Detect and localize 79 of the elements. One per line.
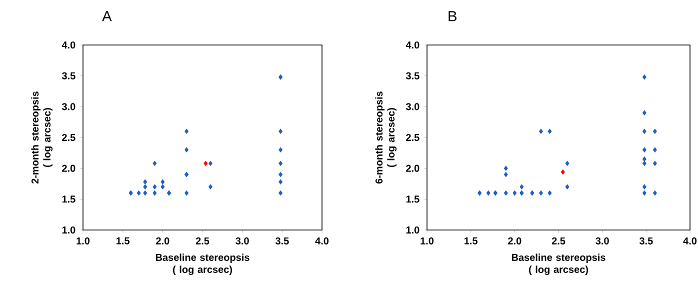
point — [143, 190, 148, 196]
point — [204, 160, 208, 166]
x-tick-label: 3.0 — [236, 237, 249, 244]
point — [152, 160, 157, 166]
point — [560, 169, 565, 175]
point — [642, 147, 646, 152]
point — [278, 190, 283, 196]
y-tick-label: 3.5 — [406, 72, 420, 80]
point — [652, 147, 657, 152]
point — [136, 190, 141, 196]
y-tick-label: 2.0 — [406, 164, 420, 172]
point — [143, 184, 148, 190]
x-tick-label: 2.5 — [196, 237, 210, 244]
x-axis-title: Baseline stereopsis ( log arcsec) — [156, 254, 250, 275]
y-tick-label: 4.0 — [406, 41, 420, 49]
y-tick-label: 2.5 — [406, 134, 420, 142]
point — [504, 166, 508, 171]
y-tick-label: 3.0 — [62, 103, 76, 110]
x-tick-label: 1.0 — [76, 237, 90, 244]
point — [504, 172, 508, 178]
point — [512, 190, 517, 196]
x-tick-label: 2.5 — [552, 237, 566, 244]
point — [152, 184, 157, 190]
y-tick-label: 3.5 — [62, 72, 76, 80]
point — [184, 190, 189, 196]
x-axis-title: Baseline stereopsis ( log arcsec) — [512, 254, 606, 275]
y-tick-label: 4.0 — [62, 41, 76, 49]
x-tick-label: 2.0 — [508, 237, 522, 244]
point — [208, 160, 212, 166]
point — [278, 160, 283, 166]
point — [642, 110, 646, 116]
point — [184, 128, 189, 134]
point — [278, 128, 283, 134]
point — [565, 184, 570, 190]
point — [184, 147, 189, 152]
y-tick-label: 1.5 — [62, 196, 76, 203]
point — [486, 190, 490, 196]
point — [160, 179, 165, 184]
point — [539, 128, 543, 134]
point — [504, 190, 508, 196]
point — [520, 184, 524, 190]
point — [642, 128, 646, 134]
chart-title: A — [102, 11, 112, 22]
y-tick-label: 1.0 — [406, 226, 420, 234]
x-tick-label: 4.0 — [683, 237, 697, 244]
point — [160, 184, 165, 190]
y-tick-label: 2.0 — [62, 164, 76, 172]
point — [652, 160, 657, 166]
point — [152, 190, 157, 196]
point — [642, 184, 646, 190]
x-tick-label: 1.5 — [116, 237, 130, 244]
point — [652, 190, 657, 196]
y-axis-title: 2-month stereopsis ( log arcsec) — [31, 92, 53, 184]
point — [208, 184, 212, 190]
point — [642, 74, 646, 80]
y-tick-label: 1.0 — [62, 226, 76, 234]
y-tick-label: 1.5 — [406, 196, 420, 203]
y-tick-label: 2.5 — [62, 134, 76, 142]
point — [143, 179, 148, 184]
point — [642, 160, 646, 166]
x-tick-label: 3.5 — [639, 237, 653, 244]
x-tick-label: 2.0 — [156, 237, 170, 244]
x-tick-label: 4.0 — [315, 237, 329, 244]
x-tick-label: 3.0 — [596, 237, 609, 244]
point — [278, 172, 283, 178]
x-tick-label: 1.5 — [464, 237, 478, 244]
x-tick-label: 1.0 — [420, 237, 434, 244]
point — [565, 160, 570, 166]
point — [652, 128, 657, 134]
y-tick-label: 3.0 — [406, 103, 420, 110]
point — [548, 128, 552, 134]
x-tick-label: 3.5 — [275, 237, 289, 244]
point — [278, 147, 283, 152]
chart-title: B — [448, 11, 457, 22]
point — [548, 190, 552, 196]
y-axis-title: 6-month stereopsis ( log arcsec) — [375, 92, 397, 184]
point — [642, 156, 646, 162]
point — [642, 190, 646, 196]
point — [278, 179, 283, 184]
